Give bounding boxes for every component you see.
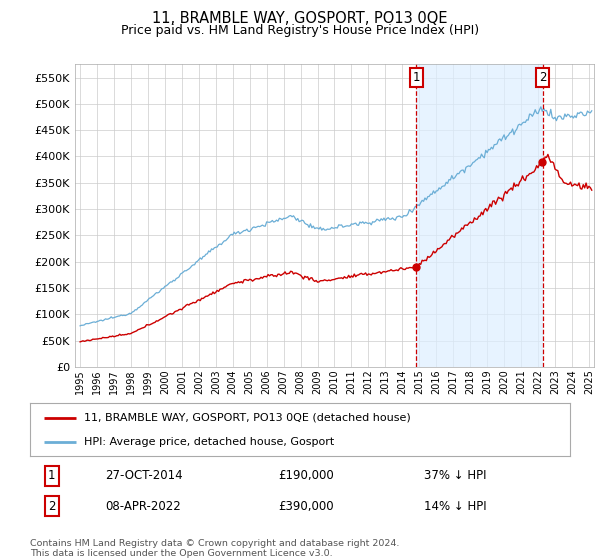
Text: 37% ↓ HPI: 37% ↓ HPI bbox=[424, 469, 487, 482]
Text: £390,000: £390,000 bbox=[278, 500, 334, 512]
Text: 08-APR-2022: 08-APR-2022 bbox=[106, 500, 181, 512]
Text: 27-OCT-2014: 27-OCT-2014 bbox=[106, 469, 183, 482]
Text: 1: 1 bbox=[48, 469, 55, 482]
Text: 11, BRAMBLE WAY, GOSPORT, PO13 0QE (detached house): 11, BRAMBLE WAY, GOSPORT, PO13 0QE (deta… bbox=[84, 413, 411, 423]
Text: 2: 2 bbox=[48, 500, 55, 512]
Text: 11, BRAMBLE WAY, GOSPORT, PO13 0QE: 11, BRAMBLE WAY, GOSPORT, PO13 0QE bbox=[152, 11, 448, 26]
Text: 1: 1 bbox=[413, 71, 420, 84]
Text: £190,000: £190,000 bbox=[278, 469, 334, 482]
Text: Contains HM Land Registry data © Crown copyright and database right 2024.
This d: Contains HM Land Registry data © Crown c… bbox=[30, 539, 400, 558]
Text: 14% ↓ HPI: 14% ↓ HPI bbox=[424, 500, 487, 512]
Bar bbox=[416, 64, 542, 367]
Text: HPI: Average price, detached house, Gosport: HPI: Average price, detached house, Gosp… bbox=[84, 437, 334, 447]
Text: Price paid vs. HM Land Registry's House Price Index (HPI): Price paid vs. HM Land Registry's House … bbox=[121, 24, 479, 37]
Text: 2: 2 bbox=[539, 71, 547, 84]
